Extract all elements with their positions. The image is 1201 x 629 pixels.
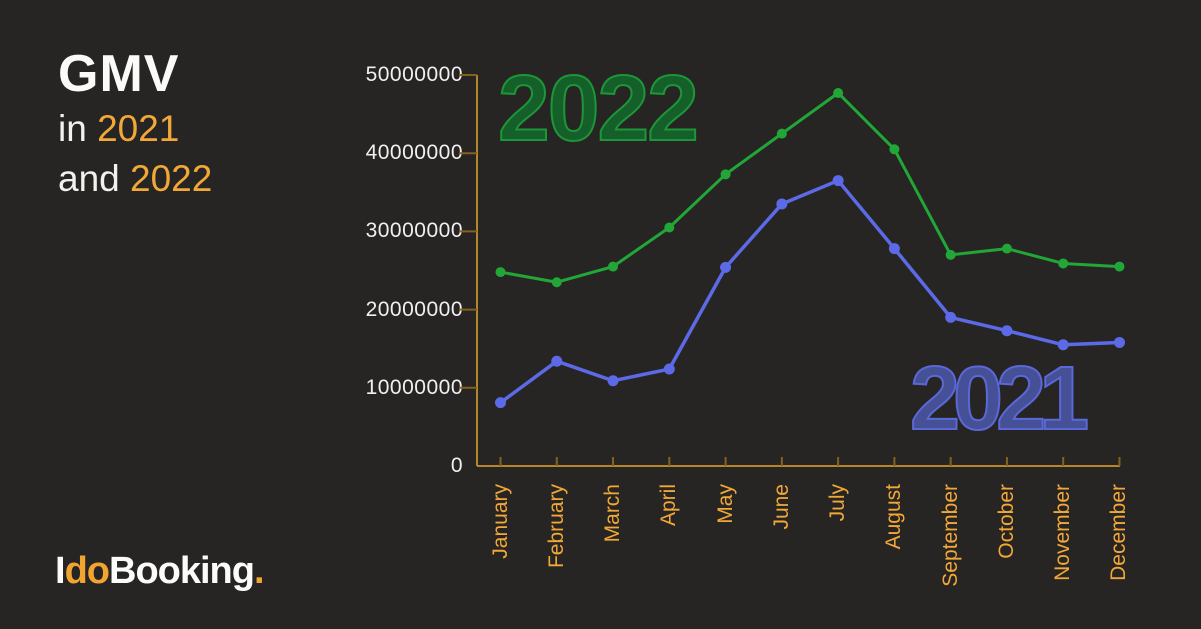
data-point-2021-may (720, 261, 732, 273)
y-axis-tick-label: 40000000 (365, 141, 463, 165)
data-point-2021-december (1113, 336, 1125, 348)
logo-text-do: do (64, 550, 110, 592)
data-point-2021-october (1001, 325, 1013, 337)
data-point-2022-january (495, 267, 506, 278)
logo-dot: . (253, 550, 265, 592)
series-line-2022 (499, 91, 1121, 284)
logo: IdoBooking. (55, 550, 265, 593)
subtitle-year-2022: 2022 (130, 158, 213, 199)
logo-text-i: I (55, 550, 66, 592)
data-point-2021-june (776, 198, 788, 210)
watermark-2022-label: 2022 (497, 56, 700, 160)
data-point-2021-march (607, 375, 619, 387)
data-point-2022-april (664, 222, 675, 233)
data-point-2021-april (663, 363, 675, 375)
title-block: GMV in 2021 and 2022 (58, 44, 212, 204)
data-point-2022-september (945, 249, 956, 260)
series-line-2021 (498, 178, 1122, 405)
watermark-2021-label: 2021 (909, 349, 1090, 449)
data-point-2022-august (889, 144, 900, 155)
data-point-2021-february (551, 355, 563, 367)
data-point-2021-november (1057, 339, 1069, 351)
data-point-2022-may (720, 169, 731, 180)
data-point-2022-october (1001, 243, 1012, 254)
y-axis-tick-label: 50000000 (365, 63, 463, 86)
y-axis-tick-label: 30000000 (365, 219, 463, 243)
logo-text-booking: Booking (109, 550, 255, 592)
data-point-2022-march (608, 261, 619, 272)
data-point-2021-august (888, 243, 900, 255)
data-point-2022-december (1114, 261, 1125, 272)
data-point-2021-january (495, 397, 506, 409)
data-point-2022-june (776, 128, 787, 139)
subtitle-line-1: in 2021 (58, 104, 212, 154)
data-point-2022-february (551, 277, 562, 288)
y-axis-tick-label: 20000000 (365, 297, 463, 321)
subtitle-year-2021: 2021 (97, 108, 180, 149)
page-title: GMV (58, 45, 180, 103)
subtitle-line-2: and 2022 (58, 154, 212, 204)
subtitle-prefix-1: in (58, 108, 98, 149)
data-point-2021-july (832, 175, 844, 187)
y-axis-tick-label: 0 (450, 454, 463, 477)
data-point-2022-november (1058, 258, 1069, 269)
data-point-2021-september (945, 311, 957, 323)
data-point-2022-july (833, 87, 844, 98)
subtitle-prefix-2: and (58, 158, 131, 199)
y-axis-tick-label: 10000000 (365, 375, 463, 399)
